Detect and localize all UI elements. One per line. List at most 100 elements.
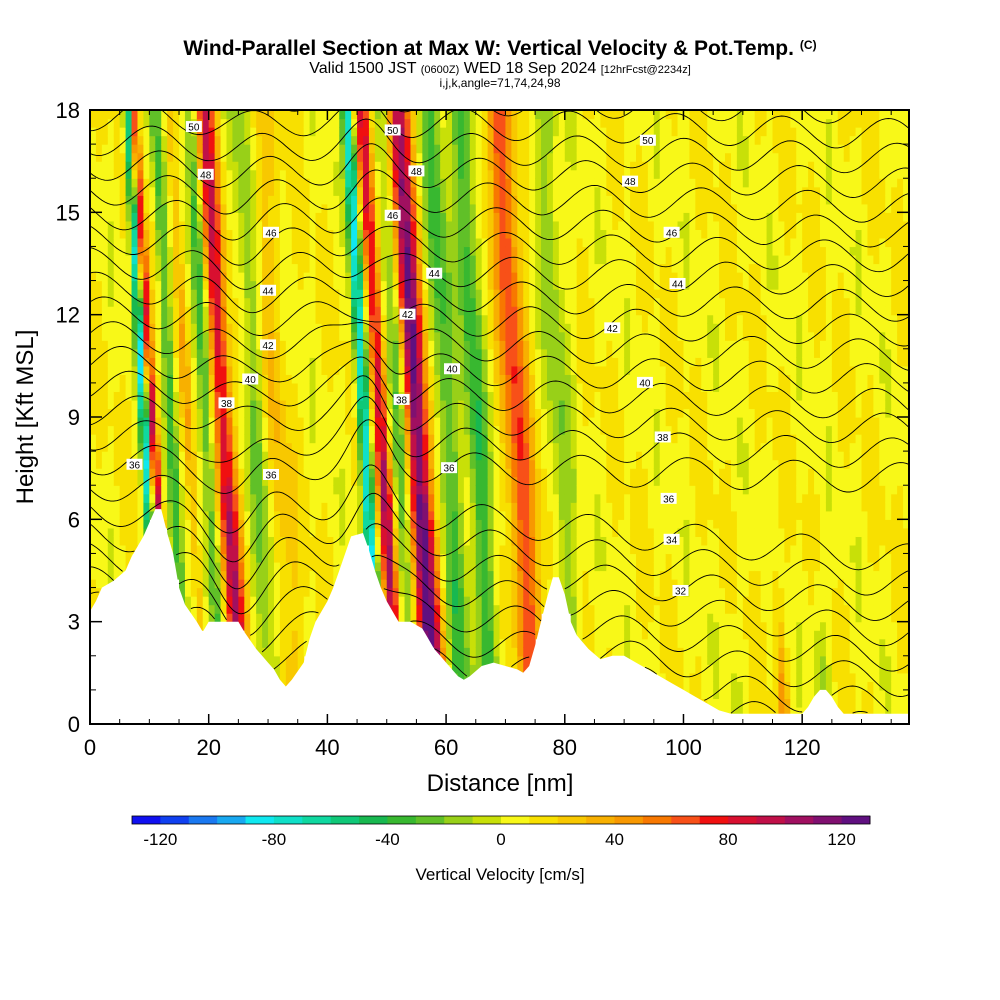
velocity-cell bbox=[184, 527, 192, 537]
velocity-cell bbox=[380, 579, 388, 589]
velocity-cell bbox=[101, 365, 109, 375]
velocity-cell bbox=[173, 365, 180, 375]
velocity-cell bbox=[517, 570, 524, 580]
velocity-cell bbox=[523, 297, 530, 307]
velocity-cell bbox=[475, 604, 483, 614]
velocity-cell bbox=[481, 655, 489, 665]
velocity-cell bbox=[558, 110, 566, 120]
velocity-cell bbox=[297, 570, 305, 580]
velocity-cell bbox=[184, 357, 192, 367]
velocity-cell bbox=[167, 425, 174, 435]
velocity-cell bbox=[380, 135, 388, 145]
velocity-cell bbox=[303, 212, 311, 222]
velocity-cell bbox=[268, 587, 275, 597]
velocity-cell bbox=[457, 229, 465, 239]
velocity-cell bbox=[208, 110, 216, 120]
velocity-cell bbox=[434, 254, 441, 265]
velocity-cell bbox=[416, 621, 423, 631]
velocity-cell bbox=[564, 178, 572, 188]
velocity-cell bbox=[475, 348, 483, 358]
velocity-cell bbox=[303, 570, 311, 580]
velocity-cell bbox=[493, 382, 501, 393]
velocity-cell bbox=[410, 263, 418, 273]
velocity-cell bbox=[226, 263, 234, 273]
velocity-cell bbox=[262, 118, 269, 128]
velocity-cell bbox=[279, 476, 287, 486]
velocity-cell bbox=[90, 519, 97, 529]
velocity-cell bbox=[564, 374, 572, 384]
velocity-cell bbox=[481, 323, 489, 333]
velocity-cell bbox=[499, 220, 507, 230]
velocity-cell bbox=[190, 229, 198, 239]
velocity-cell bbox=[113, 493, 121, 503]
velocity-cell bbox=[523, 144, 530, 154]
velocity-cell bbox=[428, 553, 435, 563]
velocity-cell bbox=[327, 348, 334, 358]
velocity-cell bbox=[202, 127, 210, 137]
velocity-cell bbox=[416, 297, 423, 307]
velocity-cell bbox=[576, 485, 584, 495]
velocity-cell bbox=[552, 144, 560, 154]
velocity-cell bbox=[493, 493, 501, 503]
velocity-cell bbox=[558, 237, 566, 248]
velocity-cell bbox=[268, 502, 275, 512]
velocity-cell bbox=[131, 527, 139, 537]
velocity-cell bbox=[238, 127, 245, 137]
velocity-cell bbox=[541, 297, 548, 307]
velocity-cell bbox=[131, 289, 139, 299]
velocity-cell bbox=[374, 476, 382, 486]
velocity-cell bbox=[309, 340, 317, 350]
velocity-cell bbox=[570, 229, 578, 239]
velocity-cell bbox=[546, 263, 554, 273]
velocity-cell bbox=[487, 144, 495, 154]
velocity-cell bbox=[552, 485, 560, 495]
velocity-cell bbox=[279, 579, 287, 589]
velocity-cell bbox=[523, 570, 530, 580]
velocity-cell bbox=[256, 178, 263, 188]
velocity-cell bbox=[535, 408, 542, 418]
velocity-cell bbox=[321, 527, 328, 537]
velocity-cell bbox=[357, 161, 364, 171]
velocity-cell bbox=[386, 186, 394, 196]
velocity-cell bbox=[570, 434, 578, 444]
velocity-cell bbox=[101, 417, 109, 427]
velocity-cell bbox=[95, 169, 103, 179]
velocity-cell bbox=[149, 399, 156, 410]
velocity-cell bbox=[291, 459, 299, 469]
velocity-cell bbox=[226, 468, 234, 478]
velocity-cell bbox=[321, 365, 328, 375]
velocity-cell bbox=[576, 220, 584, 230]
velocity-cell bbox=[262, 459, 269, 469]
velocity-cell bbox=[440, 272, 447, 282]
velocity-cell bbox=[327, 399, 334, 410]
velocity-cell bbox=[339, 152, 346, 162]
velocity-cell bbox=[404, 169, 412, 179]
velocity-cell bbox=[469, 621, 477, 631]
velocity-cell bbox=[279, 596, 287, 606]
velocity-cell bbox=[570, 195, 578, 205]
velocity-cell bbox=[291, 289, 299, 299]
velocity-cell bbox=[392, 570, 400, 580]
velocity-cell bbox=[256, 604, 263, 614]
velocity-cell bbox=[279, 570, 287, 580]
velocity-cell bbox=[440, 212, 447, 222]
velocity-cell bbox=[374, 212, 382, 222]
velocity-cell bbox=[392, 476, 400, 486]
velocity-cell bbox=[463, 417, 471, 427]
velocity-cell bbox=[179, 195, 186, 205]
velocity-cell bbox=[576, 476, 584, 486]
velocity-cell bbox=[226, 314, 234, 324]
velocity-cell bbox=[368, 169, 376, 179]
velocity-cell bbox=[345, 527, 352, 537]
velocity-cell bbox=[90, 254, 97, 265]
velocity-cell bbox=[422, 186, 429, 196]
velocity-cell bbox=[90, 425, 97, 435]
velocity-cell bbox=[179, 127, 186, 137]
velocity-cell bbox=[291, 485, 299, 495]
velocity-cell bbox=[315, 519, 323, 529]
velocity-cell bbox=[357, 365, 364, 375]
velocity-cell bbox=[309, 169, 317, 179]
velocity-cell bbox=[380, 297, 388, 307]
velocity-cell bbox=[481, 442, 489, 452]
